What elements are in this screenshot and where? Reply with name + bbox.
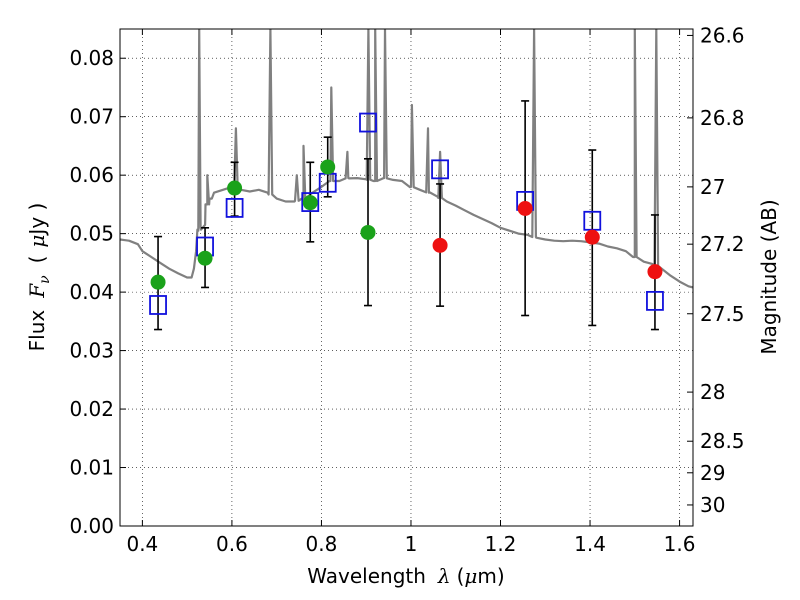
y2-tick-label-6: 28.5	[700, 429, 745, 453]
model-point-square-0	[149, 295, 167, 315]
observed-point-1-3	[647, 264, 663, 280]
model-point-square-6	[431, 159, 449, 180]
x-tick-label-2: 0.8	[306, 532, 338, 556]
x-axis-label: Wavelength λ (μm)	[307, 564, 504, 588]
y-tick-label-2: 0.02	[69, 397, 114, 421]
y-axis-label: Flux Fν ( μJy )	[25, 203, 53, 352]
observed-point-0-1	[197, 250, 213, 266]
model-point-square-5	[359, 112, 377, 133]
y-axis-ticks: 0.00 0.01 0.02 0.03 0.04 0.05 0.06 0.07 0.08	[69, 46, 126, 538]
observed-point-1-2	[584, 229, 600, 245]
y2-tick-label-4: 27.5	[700, 302, 745, 326]
y2-tick-label-2: 27	[700, 175, 725, 199]
x-axis-label-symbol: λ	[437, 564, 451, 588]
y-tick-label-3: 0.03	[69, 339, 114, 363]
y2-axis-label: Magnitude (AB)	[757, 199, 781, 354]
y2-tick-label-5: 28	[700, 380, 725, 404]
y-tick-label-1: 0.01	[69, 456, 114, 480]
y2-tick-label-1: 26.8	[700, 106, 745, 130]
y-axis-label-prefix: Flux	[25, 310, 49, 352]
y2-axis-ticks: 26.6 26.8 27 27.2 27.5 28 28.5 29 30	[687, 23, 745, 517]
model-spectrum	[120, 29, 693, 289]
data-markers	[149, 112, 664, 315]
model-point-square-2	[225, 198, 244, 218]
model-point-square-3	[301, 192, 320, 212]
x-tick-label-5: 1.4	[574, 532, 606, 556]
y-tick-label-0: 0.00	[69, 514, 114, 538]
x-tick-label-0: 0.4	[126, 532, 158, 556]
y-tick-label-7: 0.07	[69, 105, 114, 129]
observed-point-0-3	[302, 195, 318, 211]
grid	[120, 29, 693, 527]
observed-point-0-4	[320, 159, 336, 175]
x-axis-label-text: Wavelength	[307, 564, 426, 588]
observed-point-0-5	[360, 224, 376, 240]
model-spectrum-line	[120, 29, 693, 289]
x-axis-label-unit-close: m)	[477, 564, 504, 588]
y-axis-label-unit-mu: μ	[25, 235, 49, 248]
observed-point-0-0	[150, 274, 166, 290]
y2-tick-label-8: 30	[700, 493, 725, 517]
y-axis-label-unit-open: (	[25, 256, 49, 264]
y-axis-label-unit-close: Jy )	[25, 203, 49, 237]
y-tick-label-8: 0.08	[69, 46, 114, 70]
y2-tick-label-7: 29	[700, 461, 725, 485]
y-tick-label-6: 0.06	[69, 163, 114, 187]
y-axis-label-subscript: ν	[37, 275, 53, 284]
x-tick-label-6: 1.6	[664, 532, 696, 556]
plot-area	[120, 29, 693, 331]
observed-point-1-0	[432, 237, 448, 253]
x-axis-label-unit-open: (	[457, 564, 465, 588]
y2-tick-label-0: 26.6	[700, 23, 745, 47]
plot-frame	[119, 28, 694, 527]
y-axis-label-symbol: F	[25, 283, 49, 299]
x-axis-label-unit-mu: μ	[464, 564, 477, 588]
x-tick-label-4: 1.2	[485, 532, 517, 556]
y2-tick-label-3: 27.2	[700, 232, 745, 256]
observed-point-0-2	[227, 180, 243, 196]
x-tick-label-1: 0.6	[216, 532, 248, 556]
y-tick-label-4: 0.04	[69, 280, 114, 304]
y-tick-label-5: 0.05	[69, 222, 114, 246]
x-tick-label-3: 1	[405, 532, 418, 556]
x-axis-ticks: 0.4 0.6 0.8 1 1.2 1.4 1.6	[126, 29, 695, 556]
model-point-square-9	[646, 290, 664, 311]
observed-point-1-1	[517, 201, 533, 217]
